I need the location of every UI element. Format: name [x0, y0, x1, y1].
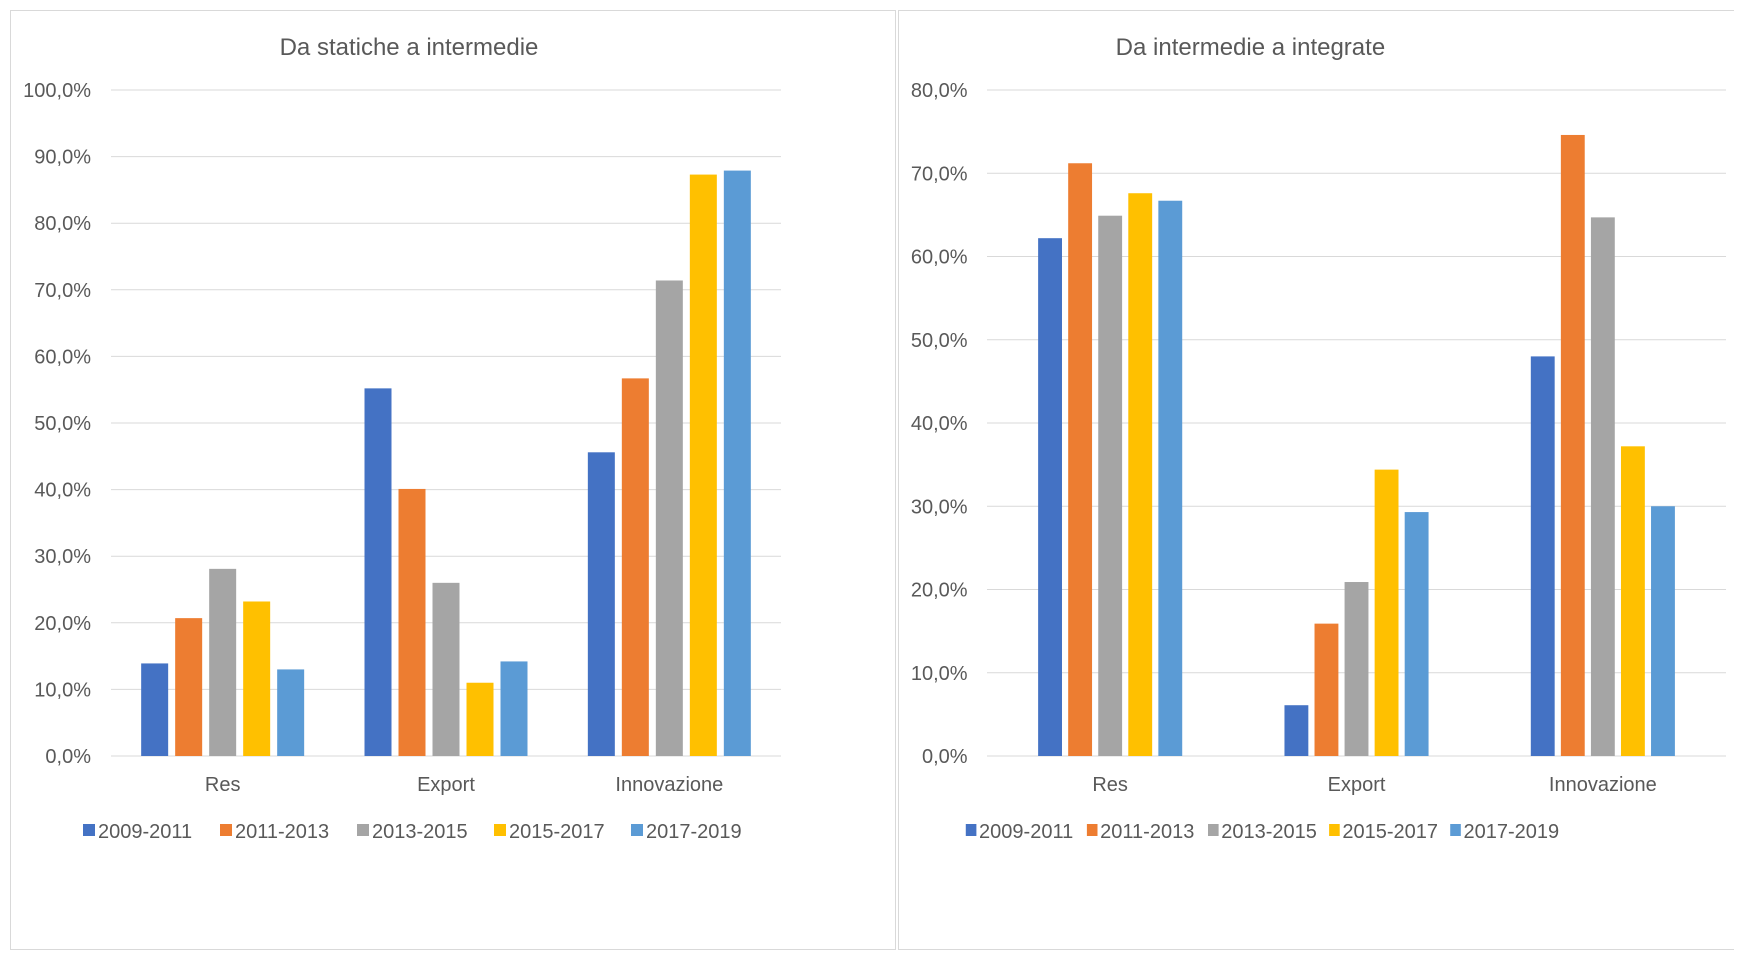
bar-right-innovazione-2009-2011	[1530, 356, 1555, 756]
y-tick-label-left: 90,0%	[34, 147, 91, 169]
chart-title-right: Da intermedie a integrate	[1116, 34, 1385, 61]
chart-panel-left: Da statiche a intermedie 0,0% 10,0% 20,0% 30…	[10, 10, 896, 950]
y-tick-label-left: 0,0%	[45, 746, 91, 768]
bar-left-export-2011-2013	[398, 488, 426, 756]
legend-label-right: 2011-2013	[1100, 821, 1194, 843]
y-tick-label-left: 50,0%	[34, 413, 91, 435]
bar-left-export-2009-2011	[364, 388, 392, 756]
bar-left-res-2009-2011	[141, 663, 169, 756]
x-category-label-left: Res	[205, 774, 241, 796]
bar-right-innovazione-2017-2019	[1651, 506, 1675, 756]
y-tick-label-right: 0,0%	[922, 746, 968, 768]
y-tick-label-left: 80,0%	[34, 213, 91, 235]
bar-left-innovazione-2015-2017	[689, 174, 717, 756]
legend-label-left: 2009-2011	[98, 821, 192, 843]
y-tick-label-left: 40,0%	[34, 480, 91, 502]
legend-swatch-left	[220, 824, 232, 836]
y-tick-label-right: 40,0%	[911, 413, 968, 435]
x-category-label-left: Innovazione	[615, 774, 723, 796]
chart-right-content: Da intermedie a integrate 0,0% 10,0% 20,0% 3…	[911, 34, 1727, 843]
bar-right-innovazione-2013-2015	[1590, 217, 1615, 756]
bar-left-innovazione-2017-2019	[723, 170, 751, 756]
y-tick-label-right: 60,0%	[911, 247, 968, 269]
legend-label-right: 2013-2015	[1221, 821, 1317, 843]
bar-right-res-2015-2017	[1128, 193, 1153, 757]
legend-label-left: 2011-2013	[235, 821, 329, 843]
bar-left-innovazione-2011-2013	[621, 378, 649, 756]
bar-left-res-2013-2015	[209, 568, 237, 756]
legend-label-left: 2017-2019	[646, 821, 742, 843]
legend-swatch-right	[1450, 824, 1461, 836]
legend-label-left: 2015-2017	[509, 821, 605, 843]
legend-swatch-right	[1208, 824, 1219, 836]
chart-left-svg: Da statiche a intermedie 0,0% 10,0% 20,0% 30…	[23, 34, 781, 843]
legend-swatch-left	[83, 824, 95, 836]
bar-right-export-2011-2013	[1314, 623, 1339, 756]
legend-label-right: 2015-2017	[1342, 821, 1438, 843]
legend-swatch-right	[1086, 824, 1098, 836]
y-tick-label-right: 30,0%	[911, 496, 968, 518]
bar-right-res-2011-2013	[1068, 163, 1093, 756]
bar-right-export-2009-2011	[1284, 705, 1309, 756]
x-category-label-right: Export	[1328, 774, 1386, 796]
bar-left-res-2011-2013	[175, 618, 203, 756]
x-category-label-left: Export	[417, 774, 475, 796]
bar-left-export-2015-2017	[466, 682, 494, 756]
chart-right-svg: Da intermedie a integrate 0,0% 10,0% 20,0% 3…	[911, 34, 1727, 843]
chart-title-left: Da statiche a intermedie	[280, 34, 539, 61]
y-tick-label-right: 50,0%	[911, 330, 968, 352]
legend-label-right: 2009-2011	[979, 821, 1073, 843]
bar-right-export-2017-2019	[1404, 512, 1429, 756]
bar-left-res-2017-2019	[277, 669, 305, 756]
bar-left-export-2013-2015	[432, 582, 460, 756]
bar-right-res-2017-2019	[1158, 200, 1183, 756]
bar-left-res-2015-2017	[243, 601, 271, 756]
bar-left-innovazione-2009-2011	[587, 452, 615, 756]
bar-right-res-2013-2015	[1098, 215, 1123, 756]
y-tick-label-left: 100,0%	[23, 80, 91, 102]
y-tick-label-left: 10,0%	[34, 679, 91, 701]
legend-swatch-left	[631, 824, 643, 836]
x-category-label-right: Res	[1092, 774, 1128, 796]
y-tick-label-right: 70,0%	[911, 163, 968, 185]
y-tick-label-left: 30,0%	[34, 546, 91, 568]
y-tick-label-right: 20,0%	[911, 580, 968, 602]
bar-left-export-2017-2019	[500, 661, 528, 756]
legend-swatch-right	[1329, 824, 1340, 836]
chart-panel-right: Da intermedie a integrate 0,0% 10,0% 20,0% 3…	[898, 10, 1734, 950]
legend-swatch-right	[965, 824, 977, 836]
legend-label-left: 2013-2015	[372, 821, 468, 843]
bar-left-innovazione-2013-2015	[655, 280, 683, 756]
bar-right-export-2015-2017	[1374, 469, 1399, 756]
bar-right-innovazione-2011-2013	[1560, 134, 1585, 756]
legend-swatch-left	[357, 824, 369, 836]
y-tick-label-left: 60,0%	[34, 346, 91, 368]
y-tick-label-left: 20,0%	[34, 613, 91, 635]
legend-label-right: 2017-2019	[1463, 821, 1559, 843]
bar-right-res-2009-2011	[1038, 238, 1062, 756]
bar-right-export-2013-2015	[1344, 582, 1369, 756]
legend-swatch-left	[494, 824, 506, 836]
bar-right-innovazione-2015-2017	[1620, 446, 1645, 756]
y-tick-label-left: 70,0%	[34, 280, 91, 302]
x-category-label-right: Innovazione	[1549, 774, 1657, 796]
y-tick-label-right: 10,0%	[911, 663, 968, 685]
y-tick-label-right: 80,0%	[911, 80, 968, 102]
